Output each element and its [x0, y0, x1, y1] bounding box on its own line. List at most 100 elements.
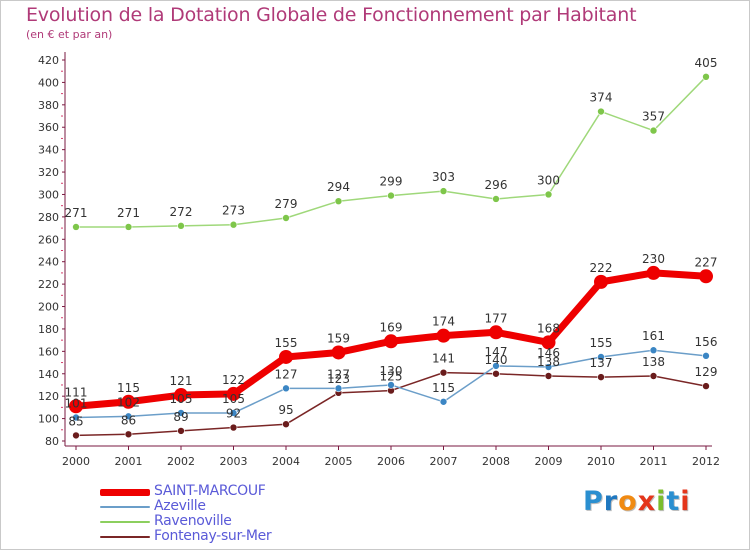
legend-item-saint-marcouf: SAINT-MARCOUF [100, 483, 360, 499]
data-label: 271 [117, 206, 140, 220]
legend-swatch [100, 488, 150, 496]
data-label: 115 [432, 381, 455, 395]
logo-letter: o [618, 486, 638, 517]
y-tick-label: 340 [38, 144, 59, 157]
y-tick-label: 300 [38, 188, 59, 201]
y-tick-label: 80 [45, 435, 59, 448]
data-point [436, 328, 451, 343]
series-azeville [72, 346, 710, 422]
data-point [229, 423, 238, 432]
data-label: 138 [642, 355, 665, 369]
data-point [334, 197, 343, 205]
data-point [439, 397, 448, 406]
legend-item-azeville: Azeville [100, 498, 360, 514]
data-point [72, 431, 80, 440]
data-label: 92 [226, 407, 241, 421]
data-label: 105 [170, 392, 193, 406]
data-point [699, 269, 713, 284]
data-label: 222 [590, 261, 613, 275]
data-label: 123 [327, 372, 350, 386]
series-fontenay-sur-mer [72, 368, 710, 440]
data-label: 102 [117, 395, 140, 409]
data-point [387, 191, 395, 200]
data-point [72, 413, 80, 422]
legend: SAINT-MARCOUF Azeville Ravenoville Fontenay… [100, 483, 360, 544]
data-label: 105 [222, 392, 245, 406]
data-point [282, 420, 290, 428]
data-point [226, 386, 241, 401]
data-point [597, 107, 605, 116]
data-label: 169 [380, 320, 403, 334]
x-tick-label: 2000 [62, 455, 90, 468]
chart-subtitle: (en € et par an) [26, 28, 113, 41]
data-point [594, 274, 608, 289]
data-label: 357 [642, 110, 665, 124]
data-point [229, 409, 238, 417]
data-point [702, 382, 710, 390]
y-tick-label: 320 [38, 166, 59, 179]
data-point [597, 373, 605, 381]
x-tick-label: 2011 [640, 455, 668, 468]
data-label: 230 [642, 252, 665, 266]
data-point [72, 223, 80, 231]
x-tick-label: 2010 [587, 455, 615, 468]
data-label: 294 [327, 180, 350, 194]
data-label: 299 [380, 175, 403, 189]
data-point [492, 362, 500, 370]
data-label: 122 [222, 373, 245, 387]
y-tick-label: 420 [38, 54, 59, 67]
data-point [384, 334, 398, 349]
data-point [492, 195, 500, 203]
series-ravenoville [72, 73, 710, 231]
data-point [177, 409, 185, 417]
logo-letter: r [603, 486, 619, 517]
data-label: 155 [275, 336, 298, 350]
data-label: 125 [380, 370, 403, 384]
legend-item-fontenay-sur-mer: Fontenay-sur-Mer [100, 528, 360, 544]
x-tick-label: 2009 [535, 455, 563, 468]
data-label: 300 [537, 173, 560, 187]
data-point [439, 368, 448, 377]
data-point [544, 190, 553, 199]
logo-letter: i [680, 486, 691, 517]
y-tick-label: 220 [38, 278, 59, 291]
data-label: 168 [537, 321, 560, 335]
data-point [334, 384, 343, 393]
data-label: 271 [65, 206, 88, 220]
x-tick-label: 2007 [430, 455, 458, 468]
data-label: 279 [275, 197, 298, 211]
data-point [229, 220, 238, 229]
data-point [69, 399, 83, 414]
data-point [489, 325, 503, 340]
y-tick-label: 380 [38, 99, 59, 112]
data-point [702, 352, 710, 360]
data-point [282, 214, 290, 222]
data-point [439, 187, 448, 195]
data-label: 161 [642, 329, 665, 343]
legend-swatch [100, 521, 150, 523]
data-label: 130 [380, 364, 403, 378]
chart-title: Evolution de la Dotation Globale de Fonc… [26, 4, 637, 26]
data-point [331, 345, 346, 360]
data-label: 85 [68, 414, 83, 428]
data-label: 303 [432, 170, 455, 184]
y-tick-label: 260 [38, 233, 59, 246]
data-label: 272 [170, 205, 193, 219]
logo-letter: P [583, 486, 604, 517]
data-point [174, 388, 188, 403]
x-tick-label: 2004 [272, 455, 300, 468]
data-label: 138 [537, 355, 560, 369]
logo-letter: x [637, 486, 657, 517]
data-point [124, 412, 133, 421]
legend-swatch [100, 506, 150, 508]
data-point [492, 369, 500, 378]
y-tick-label: 180 [38, 323, 59, 336]
data-point [702, 73, 710, 81]
data-label: 137 [590, 356, 613, 370]
data-label: 121 [170, 374, 193, 388]
proxiti-logo: Proxiti [583, 486, 691, 517]
y-tick-label: 400 [38, 76, 59, 89]
x-tick-label: 2002 [167, 455, 195, 468]
data-point [387, 381, 395, 389]
logo-letter: t [666, 486, 681, 517]
